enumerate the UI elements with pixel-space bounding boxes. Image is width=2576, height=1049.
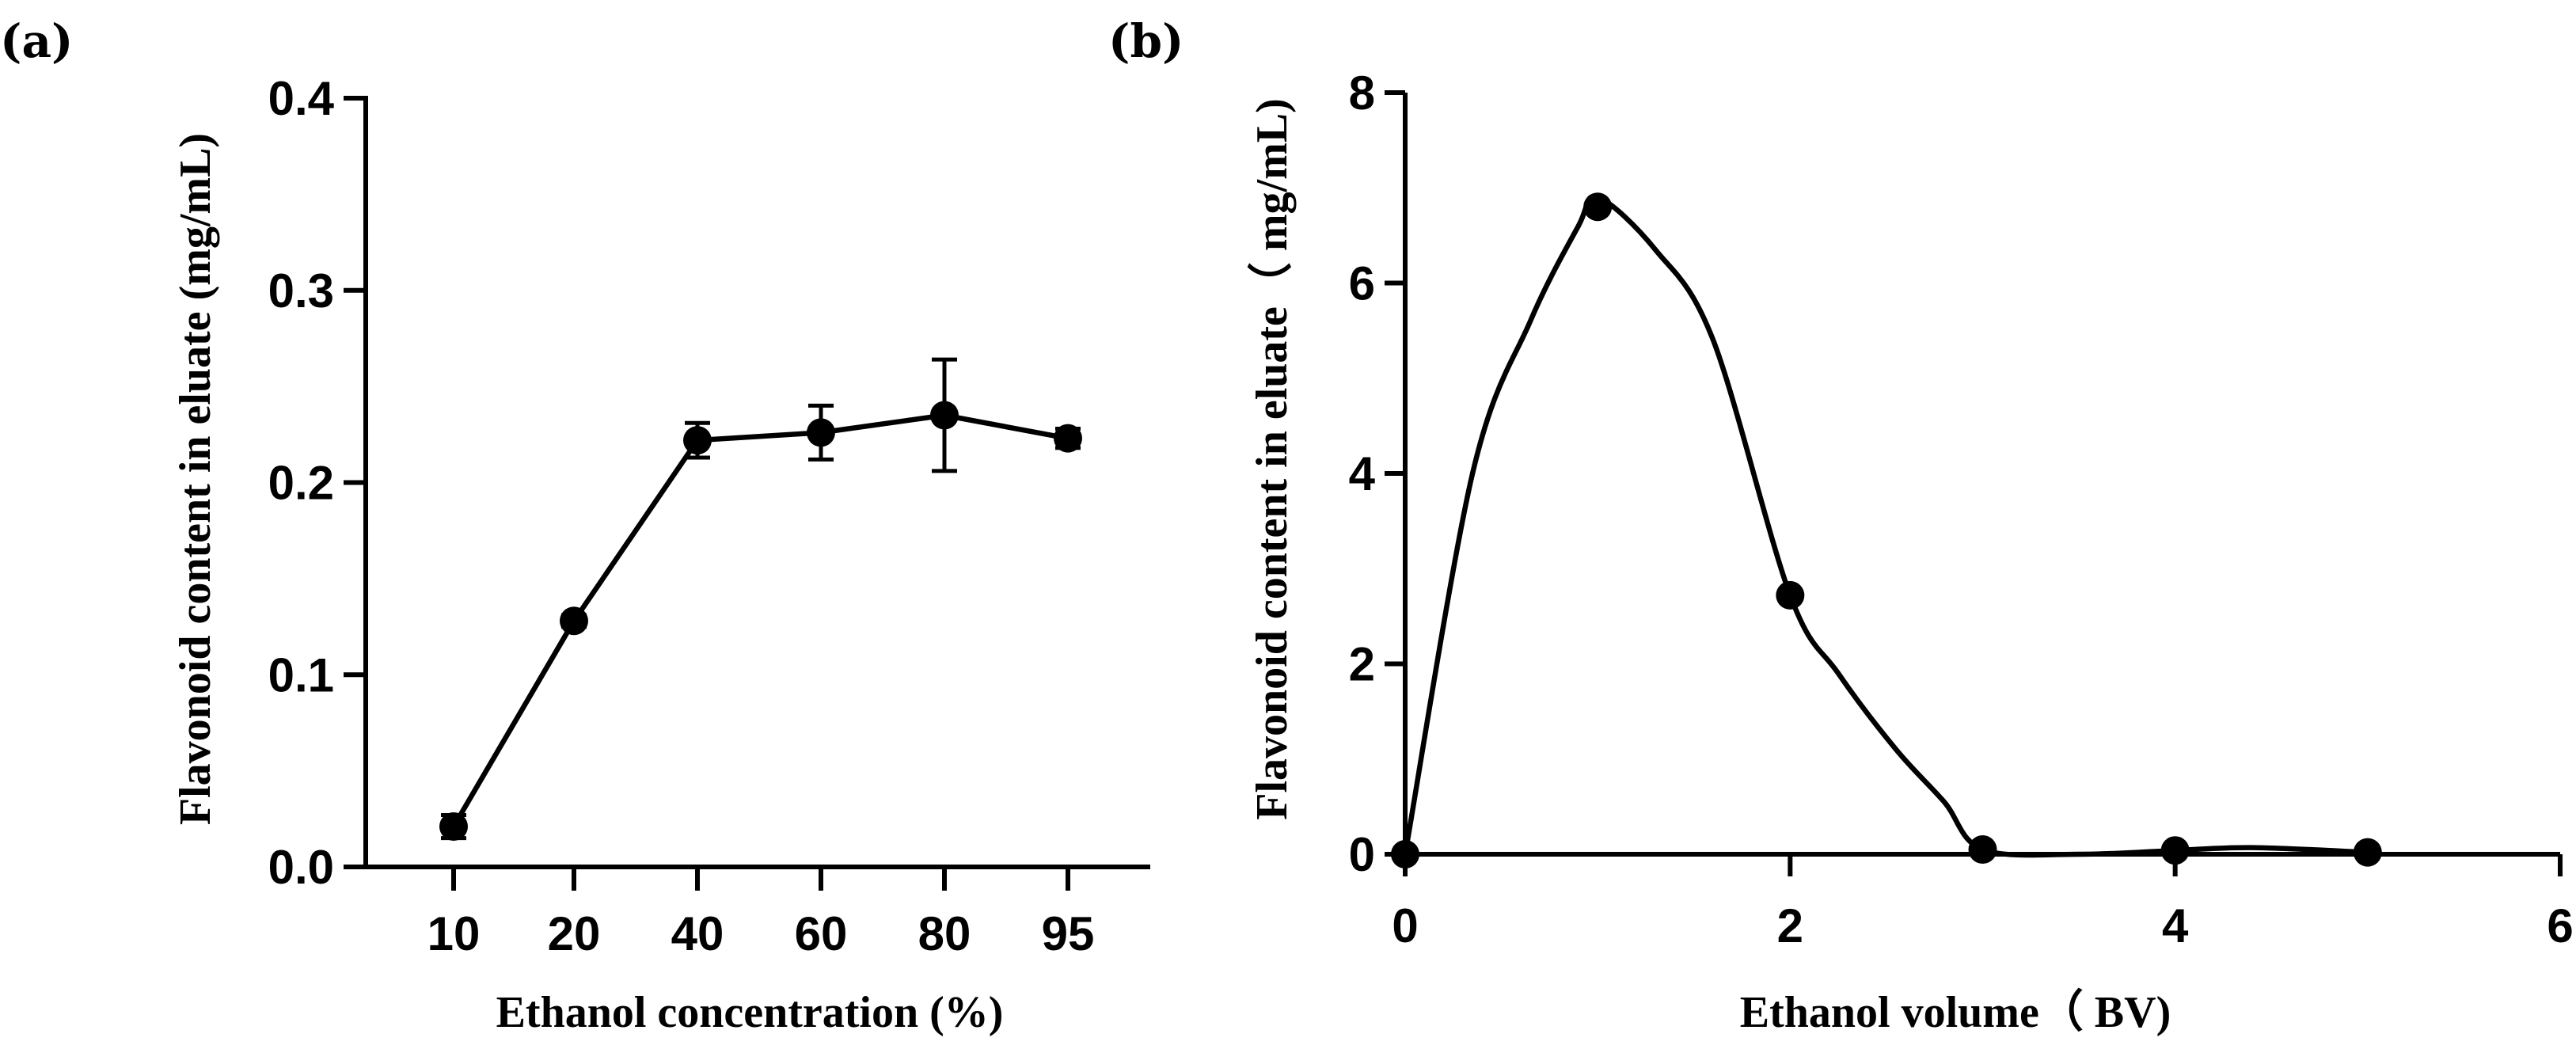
- panel-b-y-tick-label: 2: [1349, 638, 1375, 691]
- panel-b-x-tick-label: 6: [2547, 899, 2573, 952]
- panel-a-x-tick-label: 40: [671, 907, 724, 960]
- panel-a-data-point: [560, 606, 588, 636]
- panel-a-y-ticks: 0.0 0.1 0.2 0.3 0.4: [268, 72, 366, 894]
- panel-b-data-point: [1968, 834, 1997, 864]
- panel-a-data-point: [807, 418, 835, 447]
- panel-b-x-tick-label: 2: [1777, 899, 1803, 952]
- panel-a-y-axis-title: Flavonoid content in eluate (mg/mL): [171, 133, 220, 825]
- panel-a-x-axis-title: Ethanol concentration (%): [496, 988, 1004, 1037]
- panel-b-x-tick-label: 4: [2162, 899, 2189, 952]
- panel-b-data-point: [1776, 580, 1805, 610]
- panel-b-y-tick-label: 0: [1349, 828, 1375, 881]
- panel-a-data-point: [930, 401, 959, 430]
- panel-b-x-axis-title: Ethanol volume（ BV): [1740, 987, 2171, 1037]
- panel-a-y-tick-label: 0.4: [268, 72, 335, 125]
- panel-b-y-ticks: 0 2 4 6 8: [1349, 67, 1405, 881]
- panel-a-x-tick-label: 60: [795, 907, 848, 960]
- panel-a-x-tick-label: 10: [427, 907, 481, 960]
- panel-b-y-axis-title: Flavonoid content in eluate（ mg/mL): [1247, 98, 1297, 820]
- panel-a-data-point: [683, 426, 712, 455]
- panel-a-y-tick-label: 0.3: [268, 264, 334, 317]
- panel-b-x-tick-label: 0: [1392, 899, 1418, 952]
- panel-b-data-point: [2353, 838, 2382, 867]
- panel-a-y-tick-label: 0.2: [268, 457, 334, 510]
- panel-b-data-point: [1391, 840, 1419, 868]
- panel-b-series-line: [1402, 194, 2368, 858]
- panel-b-letter: (b): [1108, 14, 1184, 68]
- panel-a-chart: (a) Flavonoid content in eluate (mg/mL) …: [0, 14, 1150, 1037]
- panel-a-x-tick-label: 95: [1042, 907, 1095, 960]
- panel-a-x-tick-label: 80: [918, 907, 971, 960]
- panel-a-x-tick-label: 20: [548, 907, 601, 960]
- panel-b-data-point: [2160, 836, 2190, 865]
- panel-b-points: [1391, 192, 2382, 868]
- panel-b-chart: (b) Flavonoid content in eluate（ mg/mL) …: [1108, 14, 2574, 1037]
- panel-a-points: [439, 401, 1082, 842]
- panel-b-y-tick-label: 8: [1349, 67, 1375, 120]
- panel-b-x-ticks: 0 2 4 6: [1392, 854, 2574, 952]
- panel-a-y-tick-label: 0.1: [268, 648, 334, 701]
- panel-a-letter: (a): [0, 14, 73, 68]
- panel-b-y-tick-label: 4: [1349, 447, 1376, 500]
- panel-b-y-tick-label: 6: [1349, 257, 1375, 310]
- panel-a-error-bars: [441, 357, 1081, 841]
- panel-a-data-point: [1054, 424, 1082, 453]
- panel-a-data-point: [439, 812, 468, 842]
- panel-a-series-line: [451, 412, 1069, 828]
- panel-a-y-tick-label: 0.0: [268, 841, 334, 894]
- panel-a-x-ticks: 10 20 40 60 80 95: [427, 867, 1095, 960]
- panel-b-data-point: [1583, 192, 1613, 222]
